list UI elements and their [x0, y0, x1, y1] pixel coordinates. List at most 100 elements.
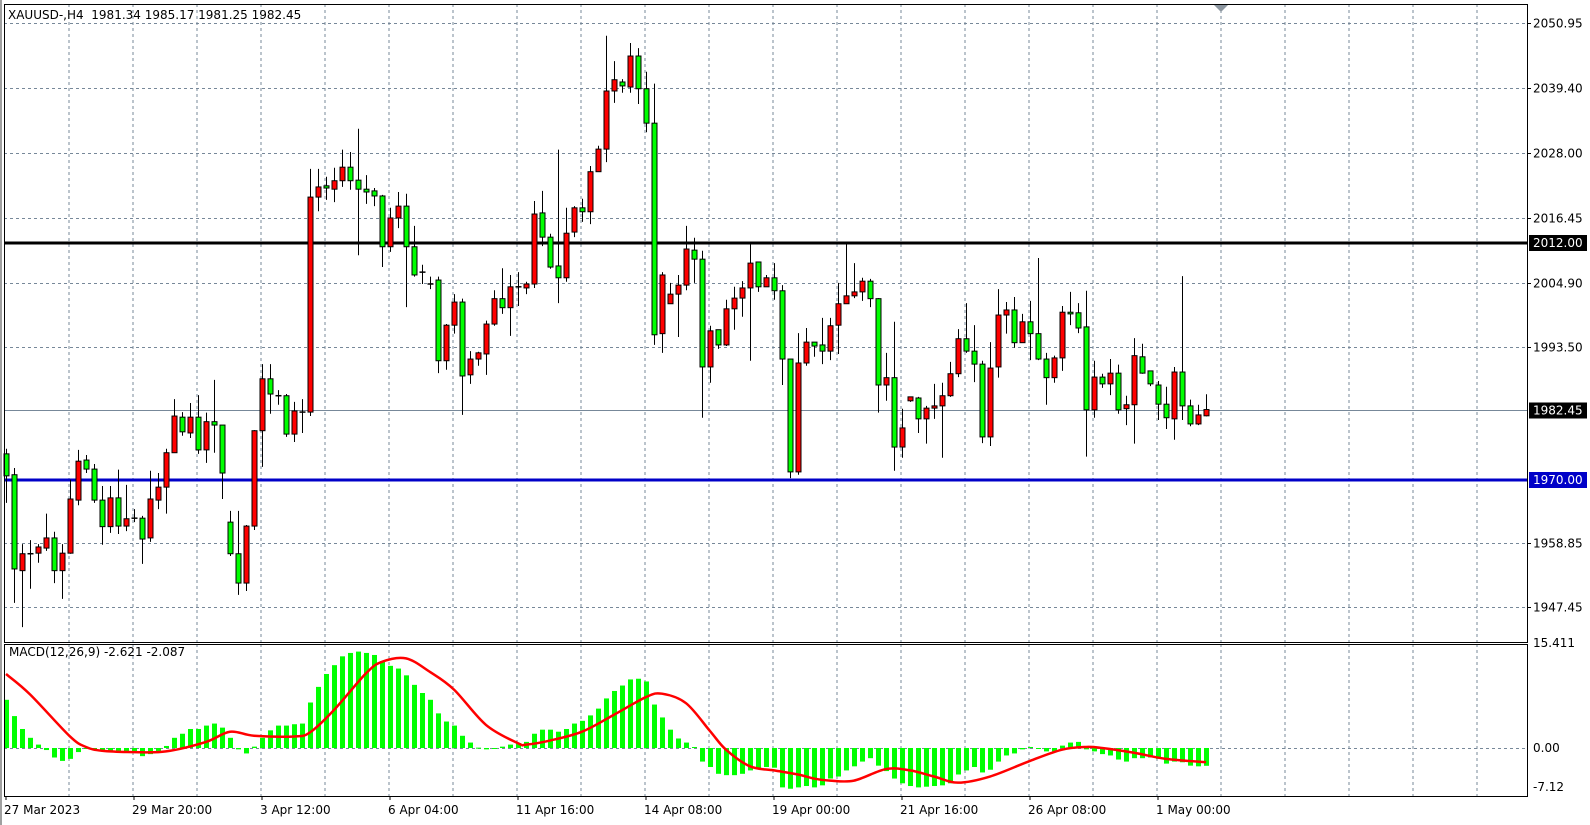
candle — [1115, 364, 1122, 414]
candle-body — [115, 497, 122, 527]
candle-body — [91, 468, 98, 501]
macd-histogram-bar — [644, 681, 649, 748]
candle — [563, 207, 570, 282]
candle-body — [1075, 312, 1082, 329]
candle — [411, 225, 418, 277]
macd-panel — [4, 651, 1527, 789]
macd-histogram-bar — [708, 748, 713, 768]
candle — [899, 408, 906, 458]
macd-histogram-bar — [940, 748, 945, 786]
macd-histogram-bar — [892, 748, 897, 779]
candle — [619, 79, 626, 93]
candle-body — [99, 499, 106, 528]
macd-histogram-bar — [1004, 748, 1009, 756]
candle — [635, 48, 642, 104]
candle — [603, 35, 610, 163]
candle-body — [947, 373, 954, 397]
macd-histogram-bar — [252, 746, 257, 748]
macd-histogram-bar — [508, 744, 513, 748]
candle — [987, 342, 994, 446]
candle-body — [483, 323, 490, 355]
macd-histogram-bar — [684, 742, 689, 748]
price-marker-label: 1970.00 — [1533, 473, 1583, 487]
macd-histogram-bar — [540, 729, 545, 748]
macd-histogram-bar — [788, 748, 793, 789]
macd-histogram-bar — [956, 748, 961, 775]
candle-body — [971, 350, 978, 365]
candle — [595, 145, 602, 173]
candle — [1059, 305, 1066, 371]
candle-body — [451, 301, 458, 326]
candle-body — [371, 190, 378, 197]
candle — [467, 351, 474, 384]
candle-body — [1179, 371, 1186, 407]
macd-histogram-bar — [988, 748, 993, 770]
macd-histogram-bar — [1108, 748, 1113, 756]
candle-body — [75, 460, 82, 501]
candle-body — [187, 416, 194, 434]
candle-body — [179, 416, 186, 433]
candle — [363, 175, 370, 204]
candle — [91, 464, 98, 503]
candle-body — [763, 277, 770, 288]
candle — [395, 192, 402, 229]
candle-body — [467, 358, 474, 376]
candle-body — [875, 298, 882, 386]
candle-body — [963, 338, 970, 352]
macd-histogram-bar — [156, 748, 161, 752]
candle-body — [435, 279, 442, 362]
macd-histogram-bar — [1076, 741, 1081, 748]
candle-body — [803, 341, 810, 364]
macd-histogram-bar — [772, 748, 777, 768]
candle — [547, 233, 554, 269]
macd-histogram-bar — [780, 748, 785, 788]
macd-histogram-bar — [404, 675, 409, 748]
macd-histogram-bar — [308, 702, 313, 748]
candle — [475, 351, 482, 366]
macd-histogram-bar — [572, 723, 577, 748]
candle — [51, 531, 58, 584]
macd-tick-label: 0.00 — [1533, 741, 1560, 755]
macd-histogram-bar — [996, 748, 1001, 762]
macd-label: MACD(12,26,9) -2.621 -2.087 — [9, 645, 186, 659]
time-tick-label: 6 Apr 04:00 — [388, 803, 459, 817]
price-marker-box — [1529, 235, 1587, 251]
candle-body — [403, 205, 410, 248]
macd-histogram-bar — [636, 678, 641, 748]
macd-histogram-bar — [428, 699, 433, 748]
price-marker-box — [1529, 472, 1587, 488]
candle — [1035, 258, 1042, 361]
macd-histogram-bar — [716, 748, 721, 774]
macd-histogram-bar — [980, 748, 985, 773]
candle — [67, 479, 74, 554]
candle — [1163, 386, 1170, 430]
macd-histogram-bar — [1092, 748, 1097, 752]
candle — [107, 486, 114, 533]
candle — [827, 317, 834, 361]
candle — [355, 128, 362, 256]
candle — [243, 524, 250, 591]
candle-body — [635, 55, 642, 90]
macd-histogram-bar — [76, 748, 81, 753]
candle-body — [163, 452, 170, 488]
macd-histogram-bar — [1180, 748, 1185, 763]
macd-histogram-bar — [628, 679, 633, 748]
candle — [203, 412, 210, 463]
macd-histogram-bar — [12, 716, 17, 748]
candle — [539, 190, 546, 247]
candle — [667, 282, 674, 305]
candle — [1027, 300, 1034, 361]
candle-body — [811, 341, 818, 347]
macd-histogram-bar — [204, 725, 209, 748]
macd-histogram-bar — [420, 693, 425, 748]
macd-histogram-bar — [212, 723, 217, 748]
chart-frame — [0, 0, 1528, 825]
candle — [1019, 313, 1026, 344]
candle — [491, 290, 498, 326]
candle — [1139, 343, 1146, 374]
price-tick-label: 2028.00 — [1533, 147, 1583, 161]
candle-body — [699, 258, 706, 368]
bid-price-box — [1529, 402, 1587, 419]
candle — [1147, 370, 1154, 387]
macd-histogram-bar — [412, 684, 417, 748]
